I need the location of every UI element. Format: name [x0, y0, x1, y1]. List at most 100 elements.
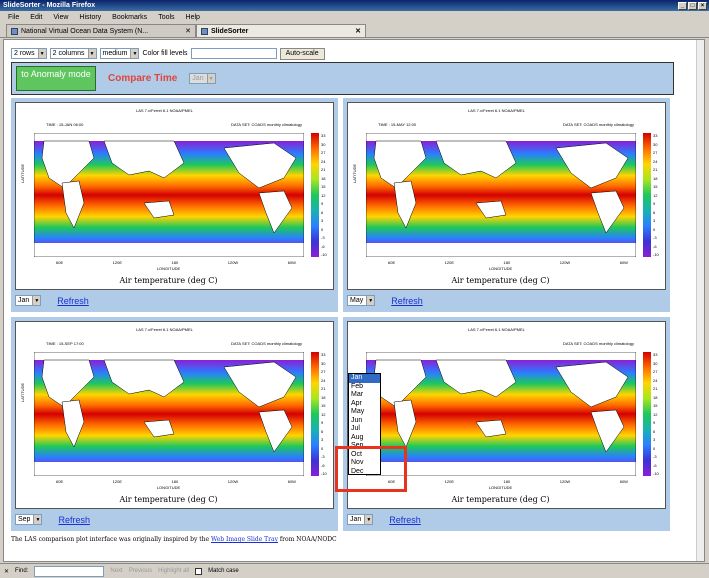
plot-time: TIME : 15-SEP 17:00 [46, 341, 84, 346]
colorbar-tick: -6 [321, 462, 325, 468]
colorbar-tick: 33 [653, 352, 658, 357]
x-tick-label: 120W [227, 479, 239, 484]
close-find-icon[interactable]: ✕ [4, 568, 10, 575]
compare-time-select[interactable]: Jan ▼ [189, 73, 216, 84]
x-tick-label: 60W [619, 260, 628, 265]
colorbar-tick: -6 [653, 243, 657, 249]
plot-dataset: DATA SET: COADS monthly climatology [231, 122, 302, 127]
plot-time: TIME : 15-JAN 06:00 [46, 122, 84, 127]
colorbar-tick: 18 [321, 175, 326, 181]
x-tick-label: 60E [388, 479, 396, 484]
size-select[interactable]: medium ▼ [99, 48, 140, 59]
x-tick-label: 120E [112, 479, 122, 484]
colorbar-tick: 33 [321, 133, 326, 138]
dropdown-option[interactable]: Dec [351, 467, 364, 475]
autoscale-button[interactable]: Auto-scale [279, 47, 325, 60]
month-select[interactable]: May ▼ [347, 295, 376, 306]
vertical-scrollbar[interactable] [696, 40, 704, 561]
x-tick-label: 60E [56, 260, 64, 265]
minimize-button[interactable]: _ [678, 1, 687, 10]
close-tab-icon[interactable]: ✕ [185, 28, 191, 35]
close-tab-icon[interactable]: ✕ [355, 28, 361, 35]
colorbar-tick: 27 [653, 150, 658, 155]
find-previous-button[interactable]: Previous [128, 568, 153, 574]
columns-select[interactable]: 2 columns ▼ [49, 48, 97, 59]
chevron-down-icon: ▼ [87, 49, 96, 58]
plot-panel: LAS 7.x/Ferret 6.1 NOAA/PMEL DATA SET: C… [343, 317, 670, 531]
find-input[interactable] [34, 565, 105, 577]
refresh-link[interactable]: Refresh [391, 295, 423, 306]
colorbar-tick: 6 [653, 209, 656, 215]
colorbar-tick: 15 [653, 403, 658, 408]
x-tick-label: 60E [56, 479, 64, 484]
menu-history[interactable]: History [79, 13, 102, 21]
menu-help[interactable]: Help [185, 13, 200, 21]
dropdown-option[interactable]: Jul [351, 425, 360, 432]
month-select[interactable]: Jan ▼ [15, 295, 42, 306]
page-icon [201, 27, 208, 35]
chevron-down-icon: ▼ [37, 49, 46, 58]
refresh-link[interactable]: Refresh [389, 514, 421, 525]
color-fill-input[interactable] [190, 48, 277, 59]
web-image-slide-tray-link[interactable]: Web Image Slide Tray [211, 536, 279, 543]
dropdown-option[interactable]: Aug [351, 433, 364, 441]
anomaly-mode-button[interactable]: to Anomaly mode [16, 66, 96, 91]
tab-nvods[interactable]: National Virtual Ocean Data System (N...… [6, 24, 196, 37]
close-window-button[interactable]: × [698, 1, 707, 10]
dropdown-option[interactable]: Apr [351, 399, 362, 407]
dropdown-option[interactable]: May [351, 408, 365, 415]
colorbar-tick: 27 [653, 369, 658, 374]
tab-slidesorter[interactable]: SlideSorter ✕ [196, 24, 366, 37]
menu-view[interactable]: View [53, 13, 69, 21]
month-dropdown-list[interactable]: Jan Feb Mar Apr May Jun Jul Aug Sep Oct Nov Dec [348, 373, 381, 475]
refresh-link[interactable]: Refresh [58, 514, 90, 525]
menu-bookmarks[interactable]: Bookmarks [112, 13, 148, 21]
dropdown-option[interactable]: Jan [349, 374, 380, 383]
plot-title: Air temperature (deg C) [119, 276, 218, 285]
refresh-link[interactable]: Refresh [57, 295, 89, 306]
x-tick-label: 120E [444, 479, 454, 484]
colorbar-tick: -3 [321, 454, 325, 459]
plot-image: LAS 7.x/Ferret 6.1 NOAA/PMEL TIME : 15-S… [15, 321, 334, 509]
menu-edit[interactable]: Edit [30, 13, 43, 21]
dropdown-option[interactable]: Nov [351, 459, 364, 466]
match-case-checkbox[interactable] [195, 567, 203, 575]
chevron-down-icon: ▼ [206, 74, 215, 83]
colorbar-tick: 18 [321, 394, 326, 400]
colorbar-tick: 12 [321, 192, 326, 198]
find-bar: ✕ Find: Next Previous Highlight all Matc… [0, 563, 709, 578]
rows-select[interactable]: 2 rows ▼ [11, 48, 47, 59]
tab-label: National Virtual Ocean Data System (N... [21, 27, 149, 35]
highlight-all-button[interactable]: Highlight all [158, 568, 190, 574]
colorbar-tick: -3 [653, 454, 657, 459]
colorbar-tick: 15 [653, 184, 658, 189]
colorbar-tick: -10 [653, 471, 659, 476]
x-tick-label: 60W [287, 260, 296, 265]
menu-tools[interactable]: Tools [158, 13, 175, 21]
find-next-button[interactable]: Next [110, 568, 123, 574]
dropdown-option[interactable]: Jun [351, 416, 363, 424]
plot-dataset: DATA SET: COADS monthly climatology [231, 341, 302, 346]
credit-text: The LAS comparison plot interface was or… [11, 536, 337, 543]
temperature-map [366, 133, 636, 257]
x-axis-label: LONGITUDE [156, 266, 181, 271]
menu-file[interactable]: File [8, 13, 20, 21]
dropdown-option[interactable]: Oct [351, 450, 362, 458]
colorbar-tick: 9 [653, 201, 656, 206]
month-select[interactable]: Jan ▼ [347, 514, 374, 525]
colorbar-tick: 33 [653, 133, 658, 138]
x-tick-label: 60W [619, 479, 628, 484]
dropdown-option[interactable]: Sep [351, 442, 364, 449]
plot-time: TIME : 15-MAY 12:00 [378, 122, 417, 127]
month-select[interactable]: Sep ▼ [15, 514, 43, 525]
colorbar-tick: -6 [321, 243, 325, 249]
x-tick-label: 180 [503, 479, 511, 484]
colorbar-tick: -10 [321, 252, 327, 257]
match-case-label: Match case [208, 568, 239, 574]
dropdown-option[interactable]: Mar [351, 391, 364, 398]
maximize-button[interactable]: □ [688, 1, 697, 10]
colorbar-tick: 18 [653, 175, 658, 181]
colorbar-tick: 6 [321, 209, 324, 215]
x-axis-label: LONGITUDE [156, 485, 181, 490]
dropdown-option[interactable]: Feb [351, 382, 364, 390]
